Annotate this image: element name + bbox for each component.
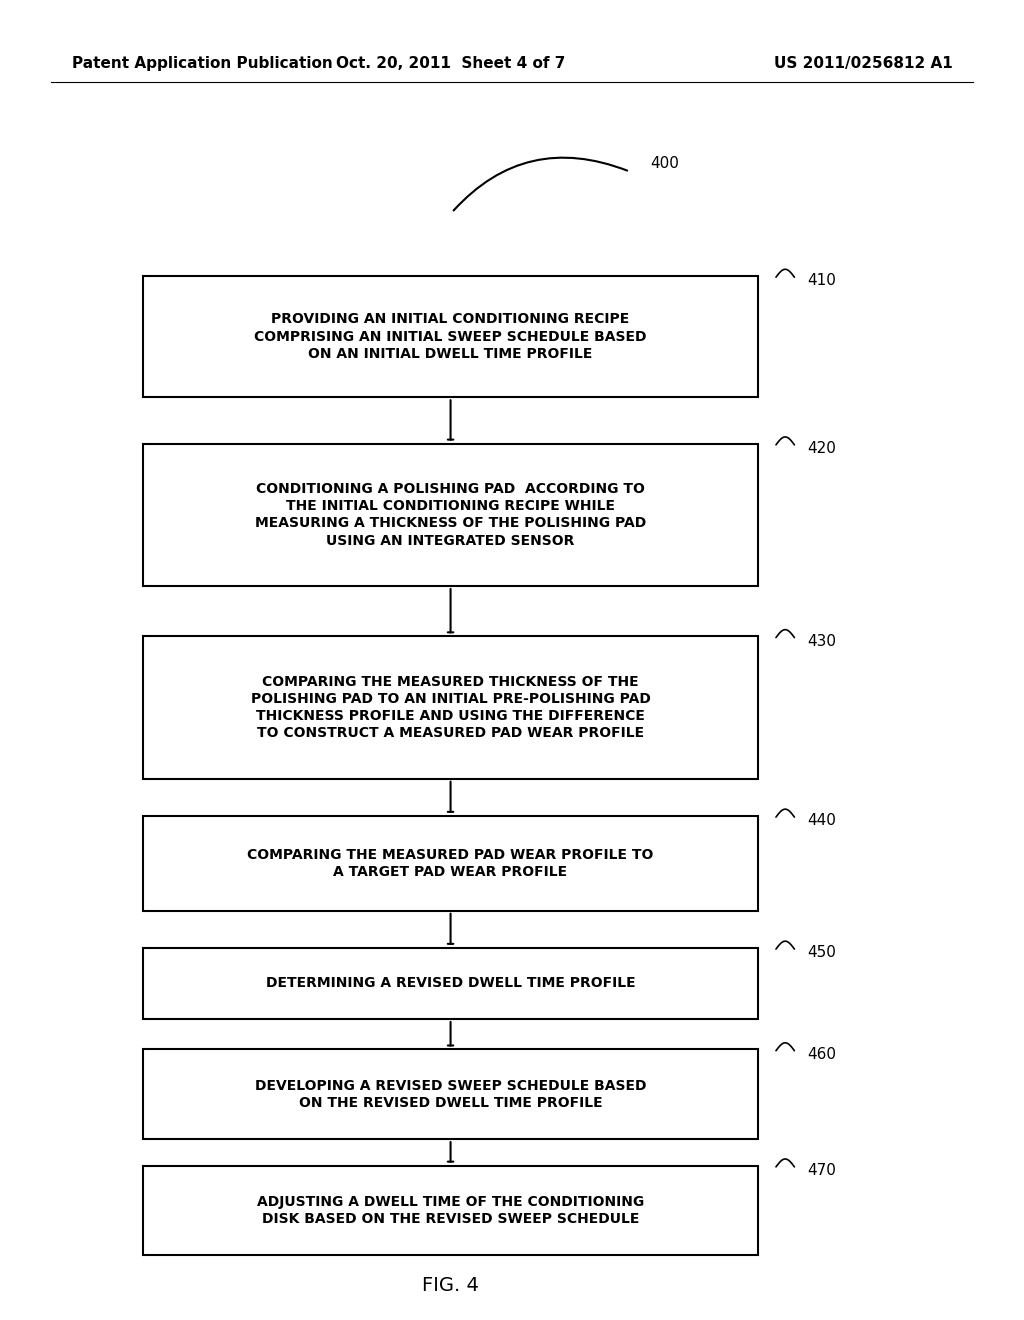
Text: 450: 450	[807, 945, 836, 960]
Bar	[143, 276, 758, 397]
Bar	[143, 816, 758, 911]
Text: 460: 460	[807, 1047, 836, 1061]
Text: DETERMINING A REVISED DWELL TIME PROFILE: DETERMINING A REVISED DWELL TIME PROFILE	[266, 977, 635, 990]
FancyArrowPatch shape	[454, 157, 627, 210]
Text: ADJUSTING A DWELL TIME OF THE CONDITIONING
DISK BASED ON THE REVISED SWEEP SCHED: ADJUSTING A DWELL TIME OF THE CONDITIONI…	[257, 1195, 644, 1226]
Text: 420: 420	[807, 441, 836, 455]
Text: DEVELOPING A REVISED SWEEP SCHEDULE BASED
ON THE REVISED DWELL TIME PROFILE: DEVELOPING A REVISED SWEEP SCHEDULE BASE…	[255, 1078, 646, 1110]
Text: 410: 410	[807, 273, 836, 288]
Text: 400: 400	[650, 156, 679, 172]
Text: 430: 430	[807, 634, 836, 648]
Text: Patent Application Publication: Patent Application Publication	[72, 55, 333, 71]
Bar	[143, 636, 758, 779]
Bar	[143, 948, 758, 1019]
Bar	[143, 1049, 758, 1139]
Text: COMPARING THE MEASURED THICKNESS OF THE
POLISHING PAD TO AN INITIAL PRE-POLISHIN: COMPARING THE MEASURED THICKNESS OF THE …	[251, 675, 650, 741]
Text: 470: 470	[807, 1163, 836, 1177]
Bar	[143, 444, 758, 586]
Text: PROVIDING AN INITIAL CONDITIONING RECIPE
COMPRISING AN INITIAL SWEEP SCHEDULE BA: PROVIDING AN INITIAL CONDITIONING RECIPE…	[254, 313, 647, 360]
Text: US 2011/0256812 A1: US 2011/0256812 A1	[773, 55, 952, 71]
Text: FIG. 4: FIG. 4	[422, 1276, 479, 1295]
Text: CONDITIONING A POLISHING PAD  ACCORDING TO
THE INITIAL CONDITIONING RECIPE WHILE: CONDITIONING A POLISHING PAD ACCORDING T…	[255, 482, 646, 548]
Text: Oct. 20, 2011  Sheet 4 of 7: Oct. 20, 2011 Sheet 4 of 7	[336, 55, 565, 71]
Bar	[143, 1166, 758, 1255]
Text: 440: 440	[807, 813, 836, 828]
Text: COMPARING THE MEASURED PAD WEAR PROFILE TO
A TARGET PAD WEAR PROFILE: COMPARING THE MEASURED PAD WEAR PROFILE …	[248, 847, 653, 879]
